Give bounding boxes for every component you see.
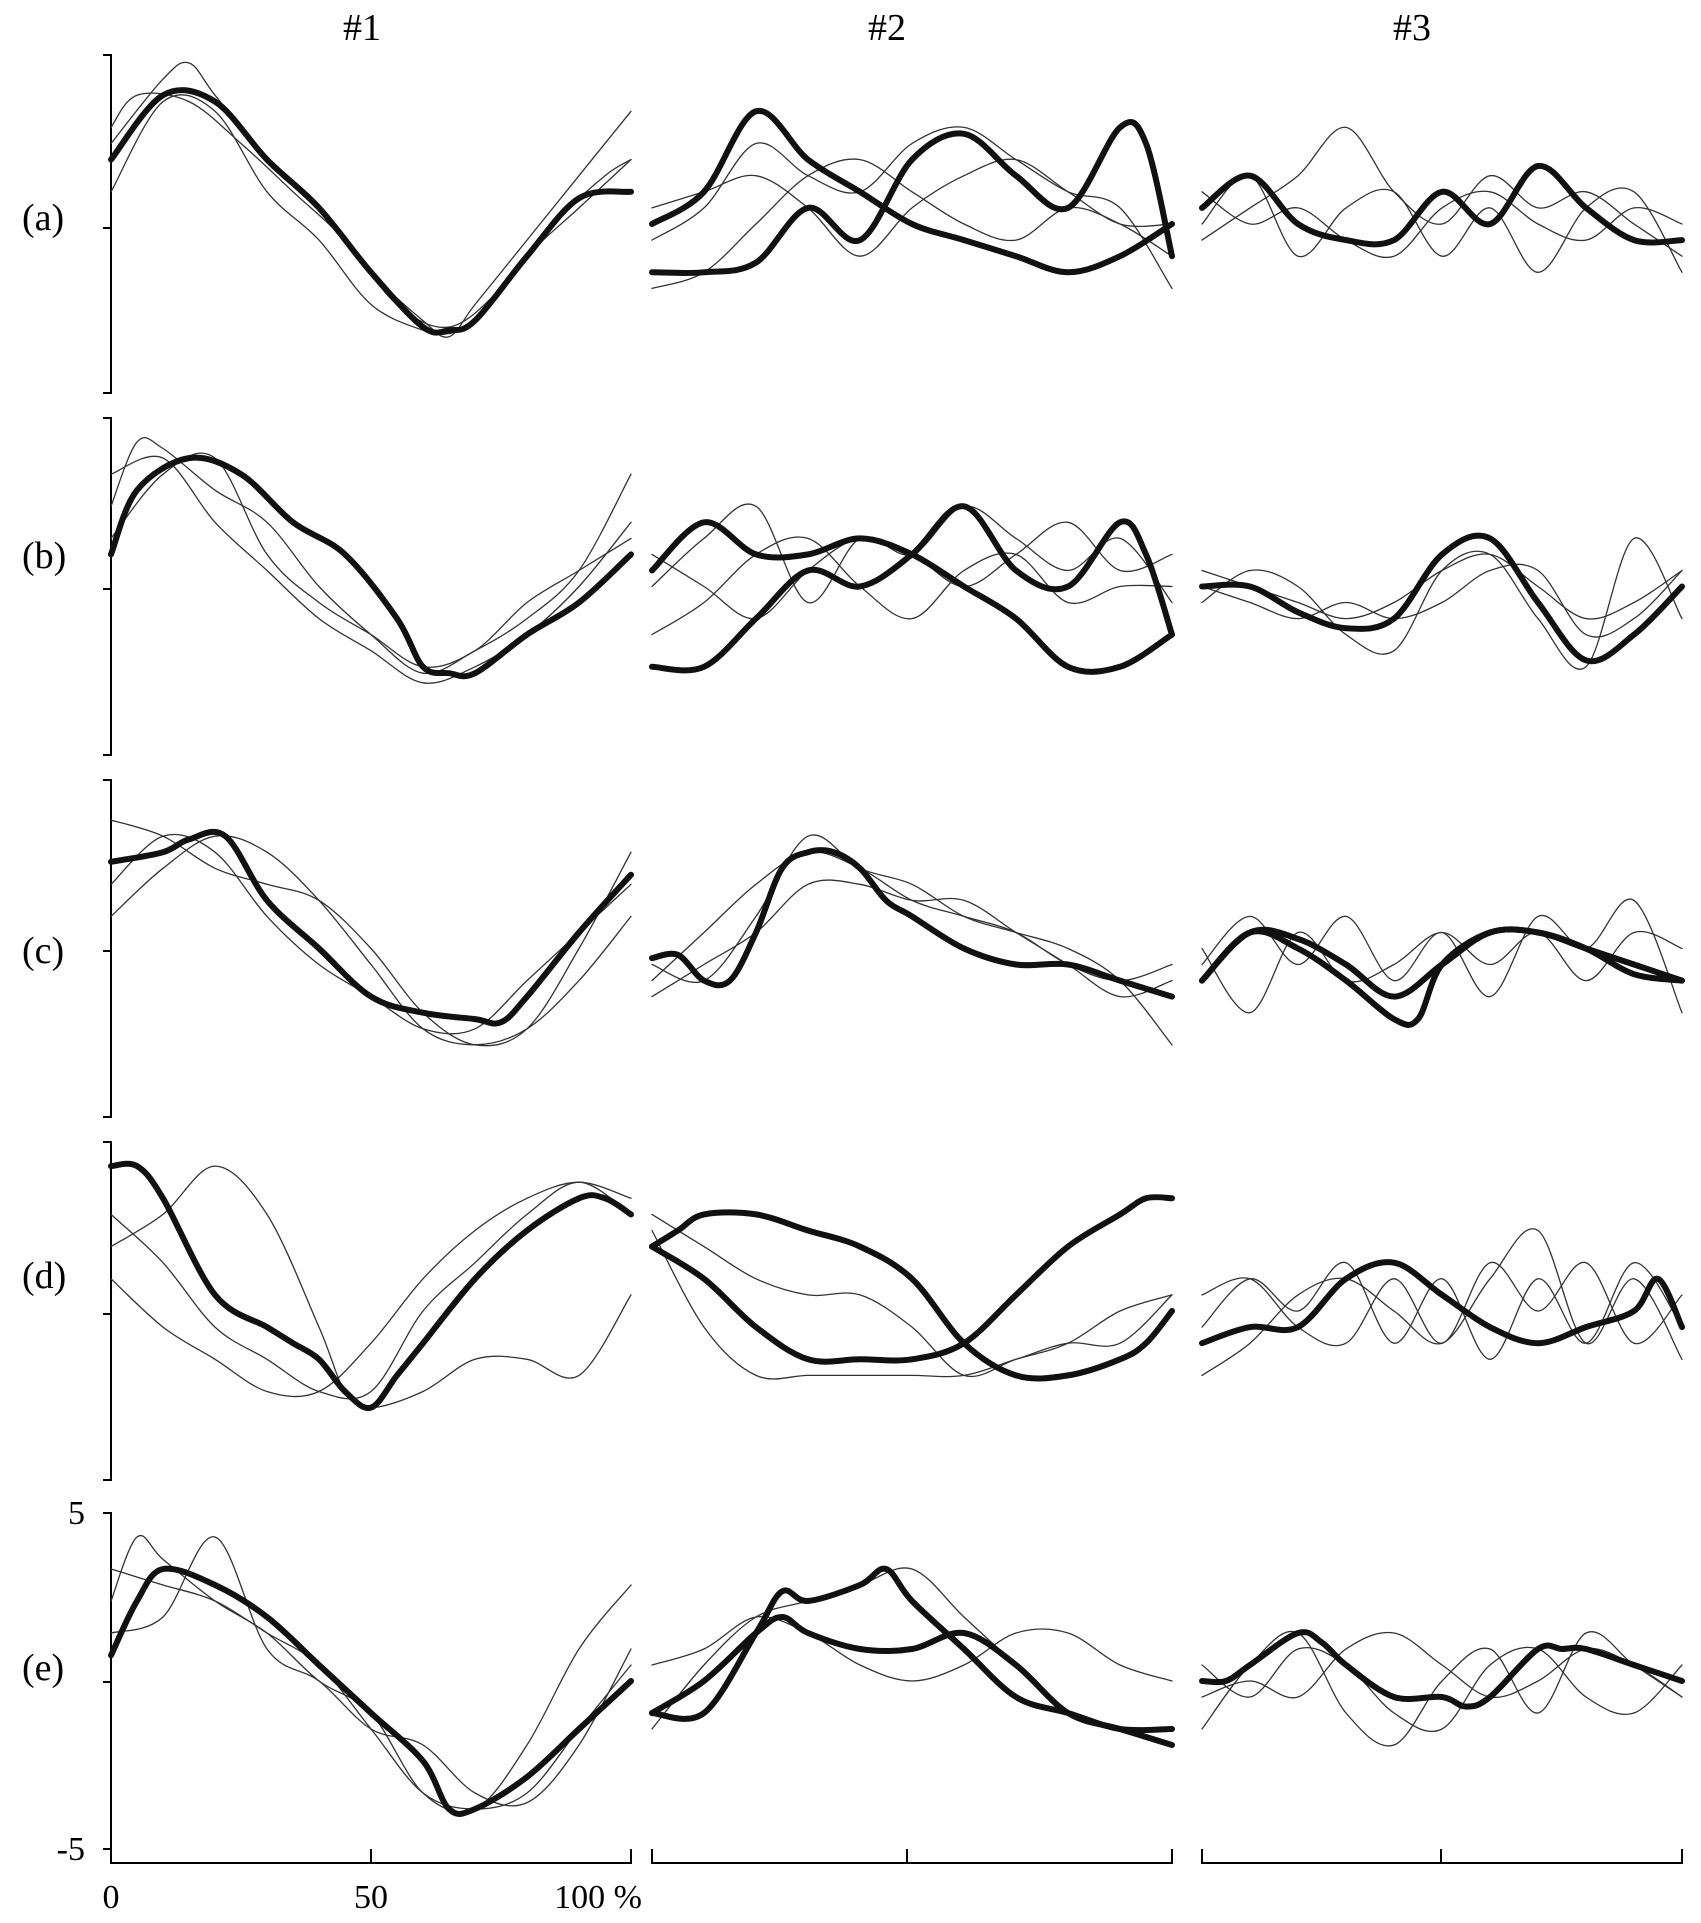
series-line-thin (651, 158, 1173, 290)
panel-c-col1 (108, 819, 634, 1047)
panel-a-col1 (108, 61, 634, 338)
series-line-thin (110, 1536, 632, 1807)
row-label: (a) (22, 197, 64, 239)
row-label: (b) (22, 535, 66, 577)
series-line-thin (110, 835, 632, 1046)
col-2-x-axis (651, 1849, 1173, 1864)
series-line-thin (1201, 1228, 1683, 1377)
panel-b-col2 (649, 503, 1175, 675)
series-line-thin (1201, 1262, 1683, 1360)
series-line-thin (651, 158, 1173, 257)
panel-a-col2 (649, 107, 1175, 290)
series-line-thin (110, 1181, 632, 1400)
series-line-thin (110, 1181, 632, 1398)
series-line-thin (651, 536, 1173, 636)
panel-c-col3 (1199, 898, 1685, 1028)
series-line-thin (110, 1165, 632, 1409)
series-line-thin (651, 1615, 1173, 1682)
row-d-y-axis (103, 1141, 112, 1481)
left-axes (103, 54, 112, 1850)
col-1-x-axis (110, 1849, 632, 1864)
panel-d-col2 (649, 1194, 1175, 1382)
panel-b-col3 (1199, 532, 1685, 670)
series-line-thin (1201, 1646, 1683, 1733)
row-label: (e) (22, 1647, 64, 1689)
series-line-thick (1199, 1259, 1685, 1347)
series-line-thick (1199, 926, 1685, 1028)
panel-d-col1 (108, 1160, 634, 1411)
series-line-thin (651, 1213, 1173, 1378)
y-tick-label: 5 (68, 1495, 85, 1532)
bottom-axes (110, 1849, 1683, 1864)
panel-b-col1 (108, 437, 634, 684)
x-tick-label: 0 (103, 1879, 120, 1916)
panel-c-col2 (649, 834, 1175, 1046)
row-b-y-axis (103, 417, 112, 756)
series-line-thick (649, 107, 1175, 276)
series-line-thin (651, 834, 1173, 1046)
series-layer (108, 61, 1685, 1817)
series-line-thin (1201, 553, 1683, 620)
col-3-x-axis (1201, 1849, 1683, 1864)
series-line-thin (110, 92, 632, 329)
series-line-thin (651, 126, 1173, 290)
series-line-thin (110, 833, 632, 1035)
panel-e-col1 (108, 1534, 634, 1817)
series-line-thin (1201, 1262, 1683, 1347)
series-line-thin (110, 437, 632, 675)
panel-a-col3 (1199, 126, 1685, 273)
column-header: #1 (343, 7, 381, 49)
series-line-thick (108, 87, 634, 336)
column-header: #3 (1393, 7, 1431, 49)
row-c-y-axis (103, 779, 112, 1118)
series-line-thick (649, 503, 1175, 674)
series-line-thin (651, 879, 1173, 998)
series-line-thin (651, 1229, 1173, 1380)
series-line-thin (1201, 1631, 1683, 1699)
series-line-thin (110, 819, 632, 1047)
row-label: (c) (22, 930, 64, 972)
panel-e-col2 (649, 1565, 1175, 1748)
series-line-thin (1201, 175, 1683, 273)
series-line-thin (110, 1568, 632, 1810)
series-line-thin (110, 94, 632, 336)
series-line-thick (649, 847, 1175, 1000)
series-line-thin (1201, 1630, 1683, 1747)
series-line-thick (1199, 926, 1685, 1000)
series-line-thick (1199, 162, 1685, 248)
series-line-thick (649, 1209, 1175, 1382)
series-line-thin (1201, 537, 1683, 670)
series-line-thick (108, 1565, 634, 1817)
panel-e-col3 (1199, 1629, 1685, 1747)
series-line-thin (1201, 898, 1683, 1014)
series-line-thick (649, 1614, 1175, 1748)
panel-d-col3 (1199, 1228, 1685, 1377)
series-line-thick (1199, 532, 1685, 665)
series-line-thick (649, 119, 1175, 277)
series-line-thin (110, 455, 632, 684)
row-e-y-axis (103, 1512, 112, 1850)
x-tick-label: 50 (354, 1879, 388, 1916)
series-line-thick (108, 1160, 634, 1411)
y-tick-label: -5 (57, 1831, 85, 1868)
series-line-thin (110, 61, 632, 338)
row-label: (d) (22, 1255, 66, 1297)
series-line-thin (1201, 930, 1683, 1014)
series-line-thick (1199, 1629, 1685, 1710)
column-header: #2 (868, 7, 906, 49)
series-line-thin (1201, 563, 1683, 638)
series-line-thick (649, 1194, 1175, 1365)
x-tick-label: 100 % (554, 1879, 642, 1916)
series-line-thick (108, 454, 634, 680)
series-line-thin (110, 1534, 632, 1813)
row-a-y-axis (103, 54, 112, 394)
series-line-thin (1201, 126, 1683, 257)
series-line-thick (108, 829, 634, 1027)
